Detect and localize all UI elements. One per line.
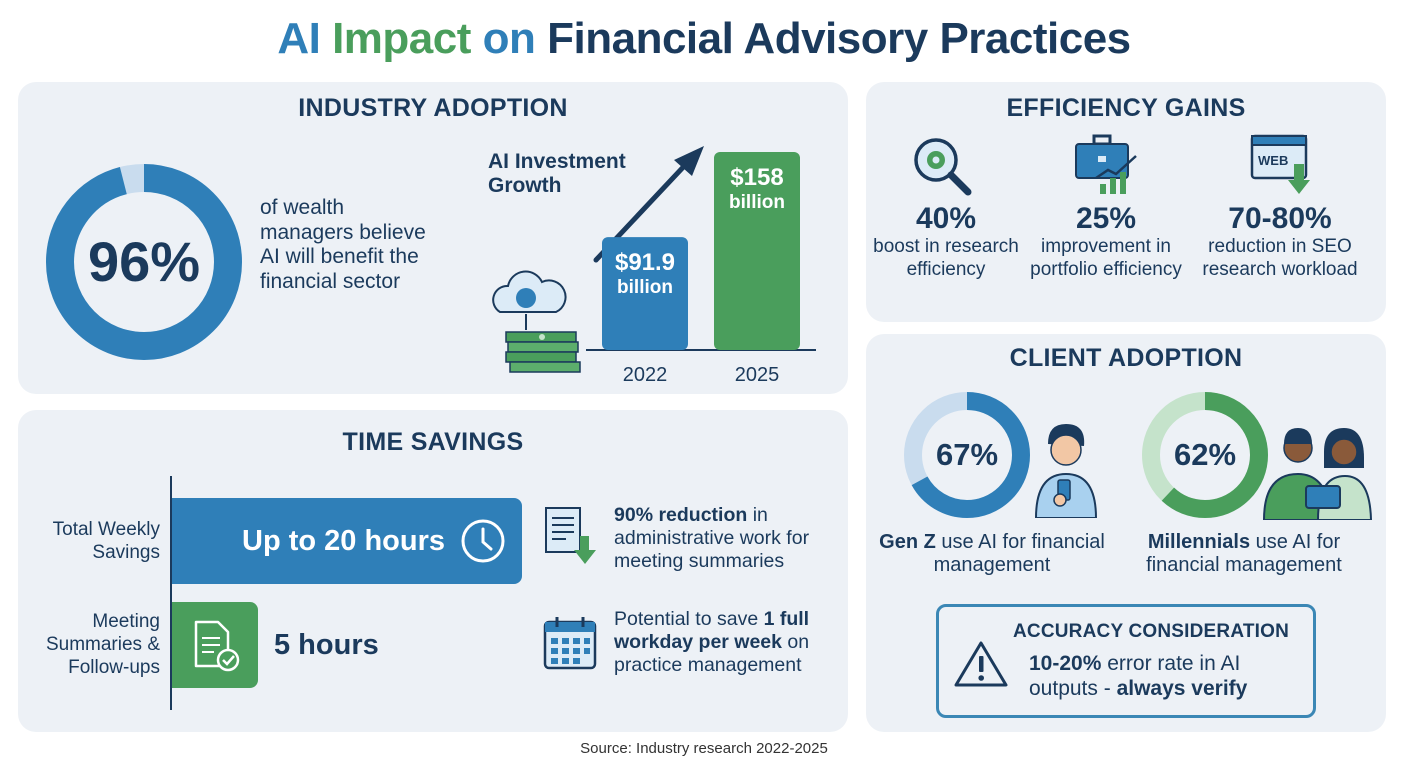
accuracy-text: 10-20% error rate in AI outputs - always… (1029, 652, 1248, 700)
millennials-donut (1142, 392, 1268, 518)
young-person-phone-icon (1034, 424, 1098, 518)
time-savings-heading: TIME SAVINGS (342, 428, 524, 456)
efficiency-panel: EFFICIENCY GAINS 40% boost in research e… (866, 82, 1386, 322)
time-bar-meetings (172, 602, 258, 688)
adoption-donut (46, 164, 242, 360)
millennials-description: Millennials use AI for financial managem… (1146, 531, 1342, 576)
client-adoption-panel: CLIENT ADOPTION 67% Gen Z use AI for fin… (866, 334, 1386, 732)
efficiency-heading: EFFICIENCY GAINS (1006, 94, 1246, 122)
couple-tablet-icon (1262, 428, 1372, 520)
efficiency-value: 25% (1075, 202, 1137, 235)
document-check-icon (194, 620, 240, 672)
warning-icon (954, 641, 1008, 687)
time-savings-panel: TIME SAVINGS Total Weekly Savings Up to … (18, 410, 848, 732)
time-bar-total: Up to 20 hours (172, 498, 522, 584)
adoption-percent: 96% (87, 230, 201, 293)
calendar-icon (543, 617, 597, 670)
accuracy-title: ACCURACY CONSIDERATION (1013, 621, 1290, 642)
investment-chart: $91.9 billion $158 billion 2022 2025 (478, 142, 838, 387)
time-axis (170, 476, 172, 710)
time-row-label: Total Weekly Savings (52, 519, 160, 563)
bar-2025-value: $158 billion (729, 164, 785, 213)
adoption-description: of wealth managers believe AI will benef… (260, 196, 426, 293)
efficiency-description: reduction in SEO research workload (1202, 236, 1358, 280)
accuracy-callout: ACCURACY CONSIDERATION 10-20% error rate… (936, 604, 1316, 718)
efficiency-description: boost in research efficiency (873, 236, 1019, 280)
genz-percent: 67% (935, 437, 999, 472)
clock-icon (461, 519, 505, 563)
magnifier-gear-icon (914, 138, 972, 196)
source-note: Source: Industry research 2022-2025 (580, 740, 828, 757)
bar-2025 (714, 152, 800, 350)
bar-2022-year: 2022 (622, 364, 668, 386)
efficiency-description: improvement in portfolio efficiency (1030, 236, 1182, 280)
bar-2025-year: 2025 (734, 364, 780, 386)
millennials-percent: 62% (1173, 437, 1237, 472)
briefcase-chart-icon (1075, 134, 1137, 194)
bar-2022 (602, 237, 688, 350)
svg-text:WEB: WEB (1258, 153, 1288, 168)
workday-note: Potential to save 1 full workday per wee… (614, 608, 810, 676)
client-adoption-heading: CLIENT ADOPTION (1009, 344, 1243, 372)
page-title: AI Impact on Financial Advisory Practice… (277, 14, 1131, 63)
time-bar-meetings-value: 5 hours (274, 629, 379, 661)
efficiency-value: 40% (915, 202, 977, 235)
time-bar-total-value: Up to 20 hours (242, 525, 446, 557)
efficiency-value: 70-80% (1228, 202, 1332, 235)
industry-adoption-panel: INDUSTRY ADOPTION 96% of wealth managers… (18, 82, 848, 394)
time-row-label: Meeting Summaries & Follow-ups (45, 611, 160, 678)
document-download-icon (545, 507, 596, 564)
genz-donut (904, 392, 1030, 518)
cloud-brain-icon (492, 270, 567, 330)
investment-title: AI Investment Growth (488, 150, 626, 197)
web-download-icon: WEB (1250, 134, 1310, 194)
admin-reduction-note: 90% reduction in administrative work for… (614, 504, 810, 572)
money-stack-icon (505, 331, 581, 373)
bar-2022-value: $91.9 billion (614, 249, 676, 299)
industry-adoption-heading: INDUSTRY ADOPTION (298, 94, 568, 122)
genz-description: Gen Z use AI for financial management (879, 531, 1105, 576)
